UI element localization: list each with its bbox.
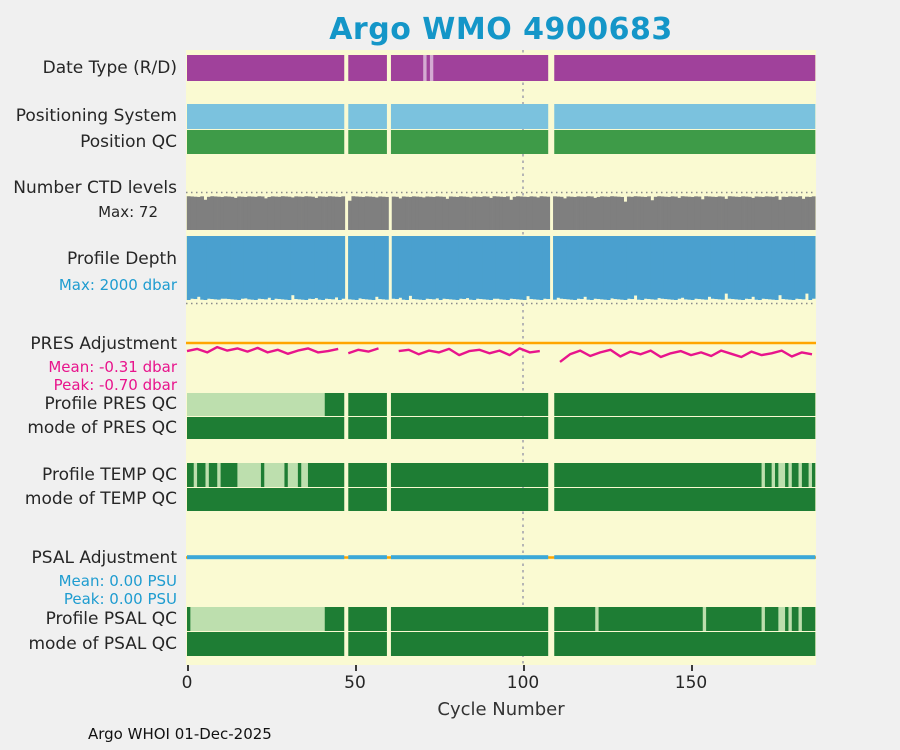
label-psal-adjustment: PSAL Adjustment <box>31 548 177 568</box>
x-axis-label: Cycle Number <box>437 699 565 720</box>
x-tick-label: 100 <box>506 673 540 693</box>
label-ctd-max: Max: 72 <box>98 203 158 221</box>
label-psal-mean: Mean: 0.00 PSU <box>58 572 177 590</box>
x-tick-label: 150 <box>674 673 708 693</box>
label-mode-psal-qc: mode of PSAL QC <box>28 634 177 654</box>
plot-area <box>186 50 816 665</box>
label-profile-pres-qc: Profile PRES QC <box>44 394 177 414</box>
label-psal-peak: Peak: 0.00 PSU <box>63 590 177 608</box>
label-profile-temp-qc: Profile TEMP QC <box>42 465 177 485</box>
label-depth-max: Max: 2000 dbar <box>58 276 177 294</box>
x-tick-mark <box>355 665 357 671</box>
label-pres-adjustment: PRES Adjustment <box>30 334 177 354</box>
label-position-qc: Position QC <box>80 132 177 152</box>
footer-credit: Argo WHOI 01-Dec-2025 <box>88 725 272 743</box>
x-tick-mark <box>691 665 693 671</box>
label-mode-pres-qc: mode of PRES QC <box>27 418 177 438</box>
label-positioning-system: Positioning System <box>15 106 177 126</box>
x-tick-label: 50 <box>344 673 366 693</box>
label-mode-temp-qc: mode of TEMP QC <box>24 489 177 509</box>
label-profile-depth: Profile Depth <box>66 249 177 269</box>
x-tick-mark <box>187 665 189 671</box>
label-date-type: Date Type (R/D) <box>42 58 177 78</box>
x-tick-mark <box>523 665 525 671</box>
page-title: Argo WMO 4900683 <box>329 12 673 47</box>
x-tick-label: 0 <box>181 673 193 693</box>
plot-canvas <box>186 50 816 665</box>
label-ctd-levels: Number CTD levels <box>13 178 177 198</box>
label-pres-mean: Mean: -0.31 dbar <box>48 358 177 376</box>
label-pres-peak: Peak: -0.70 dbar <box>53 376 177 394</box>
label-profile-psal-qc: Profile PSAL QC <box>45 609 177 629</box>
